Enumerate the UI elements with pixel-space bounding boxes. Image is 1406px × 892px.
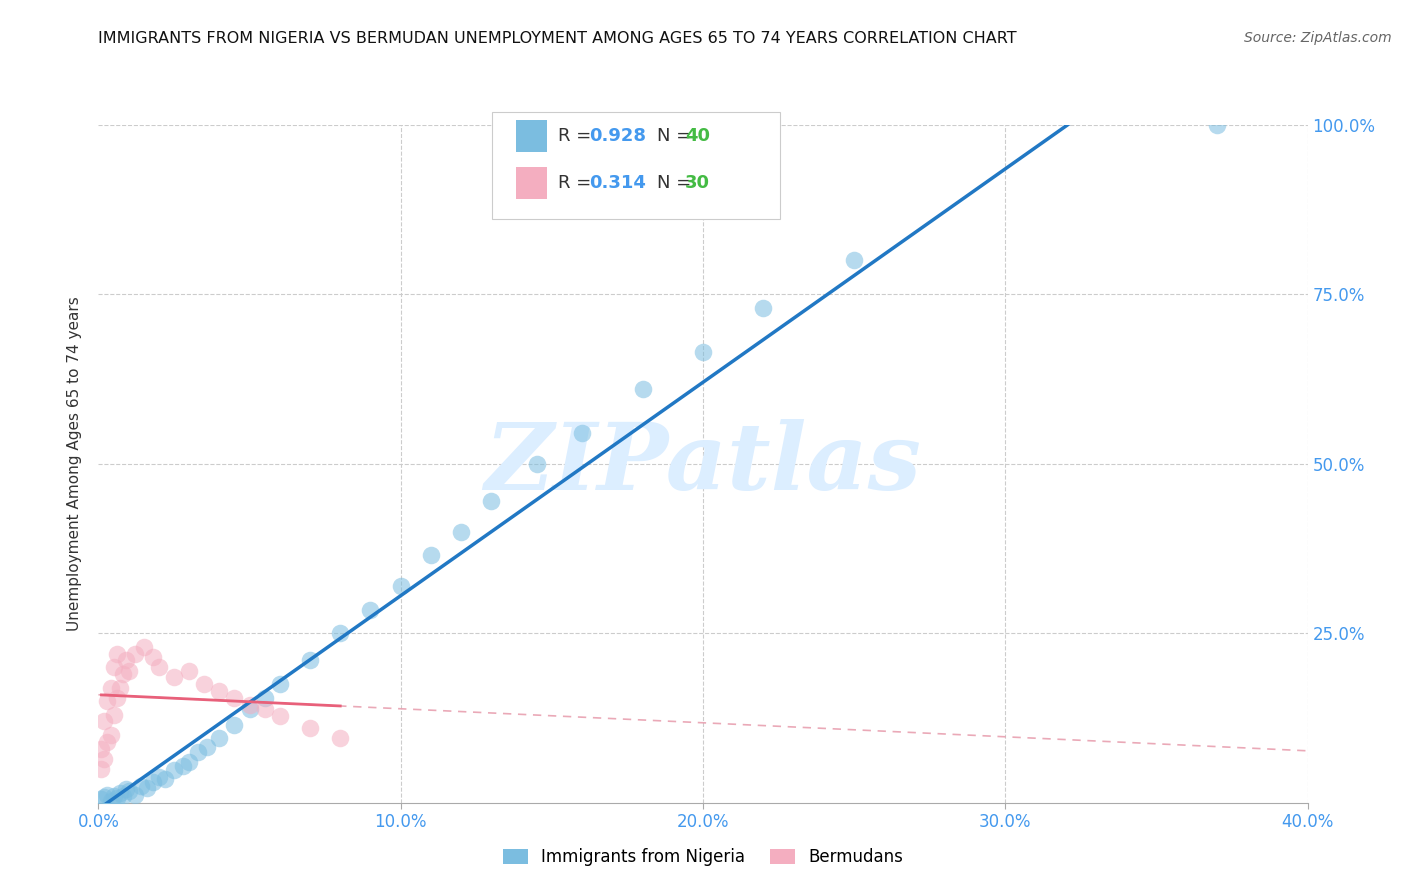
Point (420, 549, 443, 563)
Point (299, 721, 322, 735)
Point (299, 653, 322, 667)
Point (93, 714, 115, 729)
Point (253, 702, 276, 716)
Point (526, 457, 548, 471)
Point (108, 681, 131, 695)
Point (142, 775, 165, 789)
Point (179, 664, 201, 678)
Point (481, 494, 503, 508)
Point (208, 684, 231, 698)
Point (124, 647, 146, 661)
Point (329, 731, 352, 746)
Point (103, 660, 125, 674)
Point (118, 664, 141, 678)
Point (111, 789, 134, 803)
Point (90, 792, 112, 806)
Point (90, 741, 112, 756)
Point (239, 702, 262, 716)
Point (193, 677, 215, 691)
Point (329, 626, 352, 640)
Point (105, 690, 128, 705)
Y-axis label: Unemployment Among Ages 65 to 74 years: Unemployment Among Ages 65 to 74 years (67, 296, 83, 632)
Point (163, 670, 186, 684)
Point (90, 762, 112, 776)
Point (239, 698, 262, 712)
Point (142, 650, 165, 665)
Text: N =: N = (657, 174, 696, 192)
Point (179, 755, 201, 769)
Point (187, 745, 209, 759)
Point (118, 783, 141, 797)
Text: 0.928: 0.928 (589, 127, 647, 145)
Point (752, 301, 775, 315)
Point (103, 789, 125, 803)
Text: 0.314: 0.314 (589, 174, 645, 192)
Text: R =: R = (558, 127, 598, 145)
Point (105, 647, 128, 661)
Text: N =: N = (657, 127, 696, 145)
Point (96, 735, 118, 749)
Point (93, 790, 115, 805)
Point (111, 667, 134, 681)
Point (1206, 118, 1229, 132)
Point (269, 677, 291, 691)
Point (96, 788, 118, 802)
Point (148, 660, 170, 674)
Point (172, 758, 194, 772)
Text: 40: 40 (685, 127, 710, 145)
Point (692, 345, 714, 359)
Point (224, 718, 246, 732)
Text: 30: 30 (685, 174, 710, 192)
Point (135, 780, 157, 795)
Point (450, 524, 472, 539)
Point (208, 731, 231, 746)
Point (108, 786, 131, 800)
Text: ZIPatlas: ZIPatlas (485, 419, 921, 508)
Point (132, 640, 155, 654)
Point (163, 764, 186, 778)
Point (571, 426, 593, 441)
Point (148, 770, 170, 784)
Point (96, 694, 118, 708)
Point (269, 709, 291, 723)
Point (253, 690, 276, 705)
Point (100, 728, 122, 742)
Point (631, 382, 654, 396)
Point (844, 253, 866, 268)
Point (195, 740, 218, 755)
Legend: Immigrants from Nigeria, Bermudans: Immigrants from Nigeria, Bermudans (496, 841, 910, 872)
Point (105, 791, 128, 805)
Point (389, 579, 412, 593)
Text: IMMIGRANTS FROM NIGERIA VS BERMUDAN UNEMPLOYMENT AMONG AGES 65 TO 74 YEARS CORRE: IMMIGRANTS FROM NIGERIA VS BERMUDAN UNEM… (98, 31, 1017, 46)
Point (103, 707, 125, 722)
Point (93, 752, 115, 766)
Point (224, 690, 246, 705)
Point (129, 779, 152, 793)
Point (153, 772, 176, 786)
Point (100, 681, 122, 695)
Text: R =: R = (558, 174, 598, 192)
Point (360, 602, 382, 616)
Point (114, 782, 136, 797)
Point (100, 794, 122, 808)
Point (124, 788, 146, 802)
Text: Source: ZipAtlas.com: Source: ZipAtlas.com (1244, 31, 1392, 45)
Point (114, 653, 136, 667)
